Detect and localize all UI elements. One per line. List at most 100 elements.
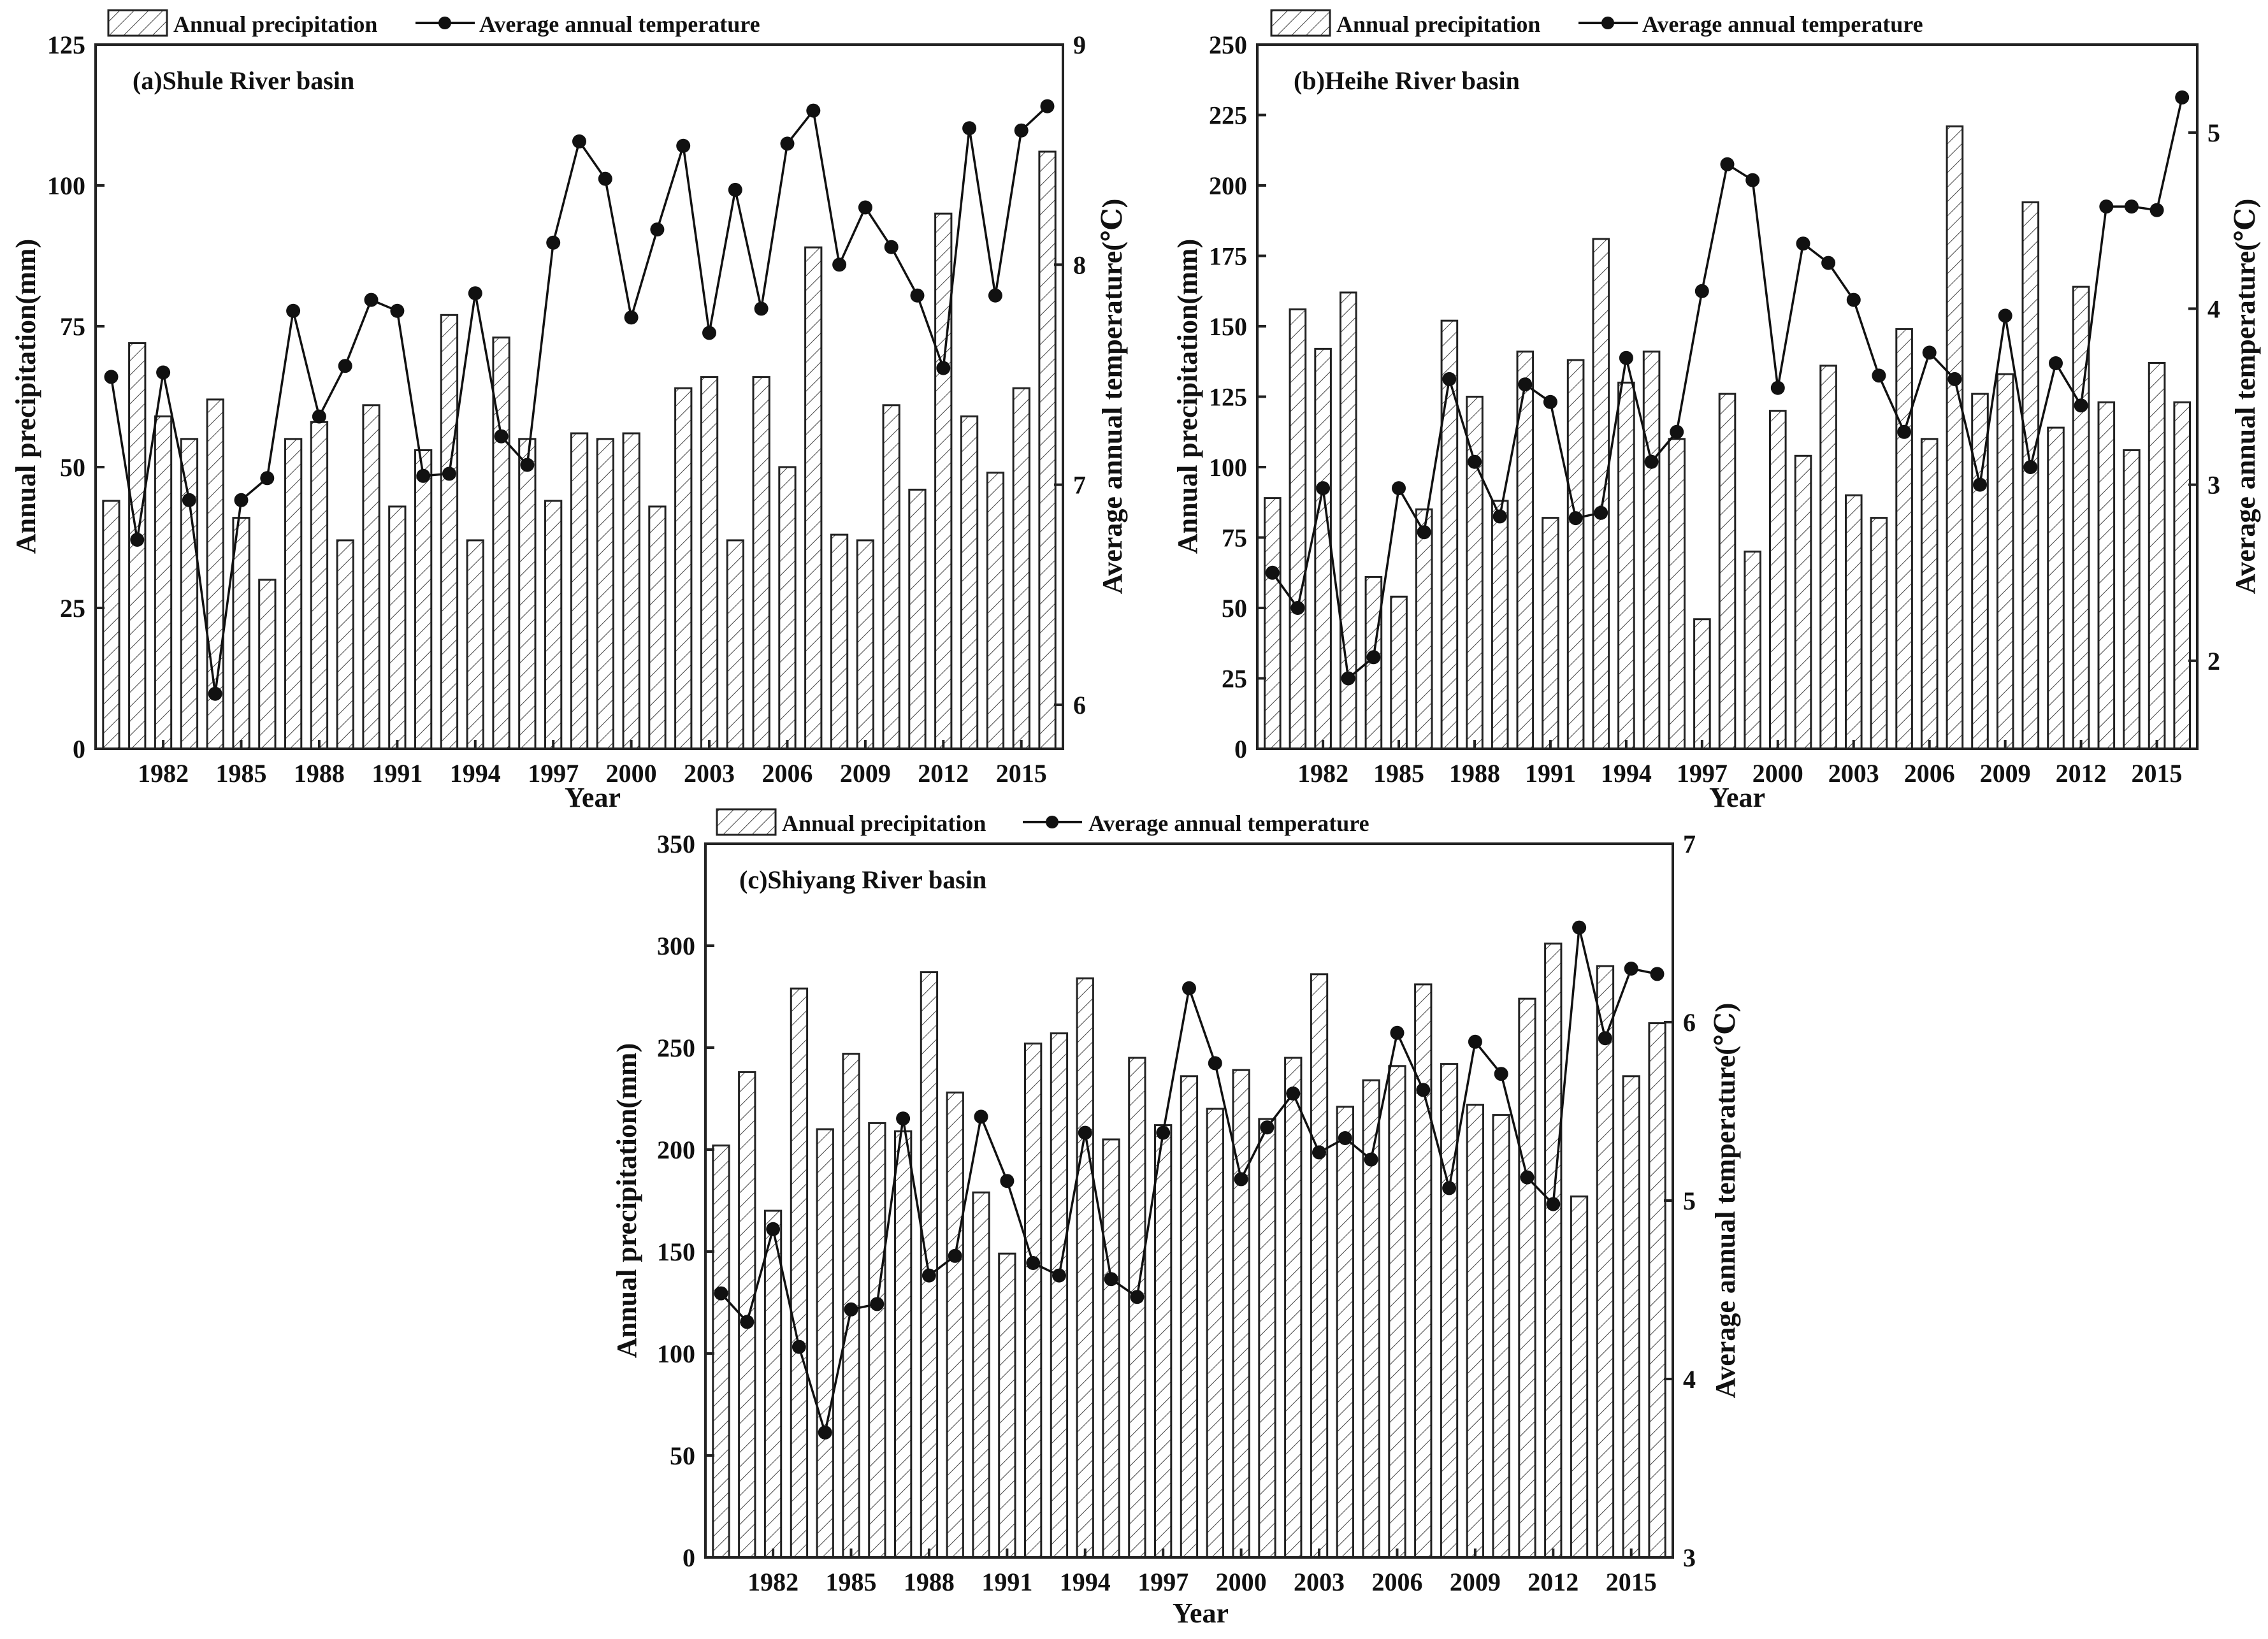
precip-bar-2016 (2173, 401, 2191, 750)
legend-precip-swatch (107, 9, 168, 37)
temp-point-1985 (844, 1302, 858, 1317)
precip-bar-2008 (1440, 1063, 1459, 1559)
temp-point-1991 (1000, 1174, 1015, 1188)
x-tick-label: 1982 (1297, 759, 1348, 788)
panel-shiyang: Annual precipitation Average annual temp… (611, 808, 1741, 1629)
left-tick-label: 0 (73, 735, 85, 763)
temp-point-1998 (1720, 157, 1735, 171)
temp-point-1987 (1442, 372, 1457, 386)
x-axis-ticks: 1982 1985 1988 1991 1994 1997 2000 2003 2006 2009… (748, 1549, 1657, 1596)
precip-bar-1991 (388, 505, 407, 750)
temp-point-2012 (2074, 398, 2088, 413)
x-tick-label: 1994 (1601, 759, 1652, 788)
precip-bar-1982 (154, 415, 173, 750)
temp-point-2007 (1947, 372, 1962, 386)
temp-point-1980 (714, 1286, 728, 1301)
precip-bar-2014 (2123, 449, 2141, 750)
right-tick-label: 2 (2207, 647, 2220, 675)
temp-point-1989 (1492, 509, 1507, 524)
temp-point-2015 (2149, 203, 2164, 217)
x-tick-label: 2012 (918, 759, 969, 788)
precip-bar-1993 (440, 314, 459, 750)
temp-point-1982 (1316, 481, 1331, 496)
temp-point-1986 (260, 471, 275, 486)
precip-bar-2003 (700, 376, 719, 750)
precip-bar-1982 (763, 1209, 783, 1559)
temp-point-1983 (1341, 671, 1355, 686)
temp-point-2016 (1040, 99, 1055, 113)
precip-bar-2012 (1544, 942, 1563, 1559)
precip-bar-1985 (232, 517, 250, 750)
x-tick-label: 2012 (1528, 1568, 1578, 1596)
temp-point-1980 (1265, 565, 1280, 580)
precip-bar-2013 (960, 415, 979, 750)
temp-point-2011 (910, 288, 925, 303)
left-tick-label: 175 (1209, 242, 1247, 271)
temp-point-1999 (1745, 173, 1760, 187)
precip-bar-2001 (1794, 454, 1812, 750)
left-axis-label: Annual precipitation(mm) (611, 1043, 642, 1358)
right-axis-label: Average annual temperature(℃) (1710, 1003, 1741, 1399)
temp-point-2004 (1338, 1131, 1352, 1145)
temp-point-1989 (338, 359, 352, 373)
left-tick-label: 125 (47, 31, 85, 59)
right-axis-label: Average annual temperature(℃) (2230, 199, 2261, 595)
precip-bar-1994 (1076, 977, 1094, 1559)
x-axis-label: Year (565, 782, 621, 813)
temp-point-2014 (988, 288, 1002, 303)
left-tick-label: 50 (1222, 594, 1247, 623)
temp-point-2003 (1312, 1145, 1326, 1160)
right-tick-label: 8 (1073, 250, 1086, 279)
temp-point-2001 (650, 222, 665, 237)
x-tick-label: 1994 (1060, 1568, 1111, 1596)
precip-bar-2006 (778, 466, 797, 750)
precip-bar-1994 (466, 539, 484, 750)
x-tick-label: 1982 (748, 1568, 798, 1596)
temp-point-2008 (832, 257, 847, 272)
precip-bar-2011 (1518, 997, 1536, 1559)
precip-bar-1989 (946, 1091, 964, 1559)
temp-point-1996 (520, 458, 535, 472)
precip-bar-1992 (1024, 1043, 1043, 1559)
temp-point-1994 (468, 286, 482, 301)
precip-bar-2004 (1870, 517, 1888, 750)
temp-point-2003 (702, 326, 716, 340)
legend: Annual precipitation Average annual temp… (716, 808, 1369, 836)
temp-point-2001 (1796, 236, 1810, 251)
temp-point-1985 (1392, 481, 1406, 496)
left-axis-ticks: 0 25 50 75 100 125 (47, 31, 105, 763)
right-tick-label: 4 (1683, 1365, 1696, 1394)
temp-point-2014 (2124, 199, 2139, 214)
temp-point-2008 (1973, 477, 1987, 492)
temp-point-1984 (818, 1426, 832, 1440)
legend-temp-label: Average annual temperature (1642, 11, 1923, 37)
precip-bar-1993 (1592, 238, 1610, 750)
precipitation-bars (102, 150, 1057, 750)
left-tick-label: 100 (1209, 453, 1247, 482)
right-tick-label: 3 (2207, 471, 2220, 500)
left-tick-label: 250 (1209, 31, 1247, 59)
temp-point-1999 (598, 171, 612, 186)
right-axis-ticks: 3 4 5 6 7 (1664, 830, 1696, 1572)
temp-point-2009 (858, 200, 872, 215)
x-tick-label: 2003 (1828, 759, 1879, 788)
x-tick-label: 2009 (1980, 759, 2031, 788)
right-tick-label: 6 (1073, 691, 1086, 719)
right-tick-label: 6 (1683, 1008, 1696, 1037)
temp-point-2000 (1770, 380, 1785, 395)
precip-bar-1980 (1264, 497, 1282, 750)
precip-bar-2012 (934, 212, 953, 750)
x-tick-label: 1994 (450, 759, 501, 788)
precip-bar-2001 (648, 505, 667, 750)
temp-point-1992 (1026, 1256, 1041, 1270)
left-tick-label: 25 (60, 594, 85, 623)
left-tick-label: 300 (657, 932, 695, 960)
temp-point-2006 (780, 136, 795, 151)
precip-bar-2003 (1845, 494, 1863, 750)
x-tick-label: 2006 (1904, 759, 1955, 788)
x-axis-label: Year (1173, 1598, 1229, 1629)
precip-bar-2009 (1466, 1104, 1484, 1559)
x-tick-label: 1997 (1138, 1568, 1188, 1596)
temp-point-1981 (130, 533, 145, 547)
precip-bar-2013 (2097, 401, 2116, 750)
